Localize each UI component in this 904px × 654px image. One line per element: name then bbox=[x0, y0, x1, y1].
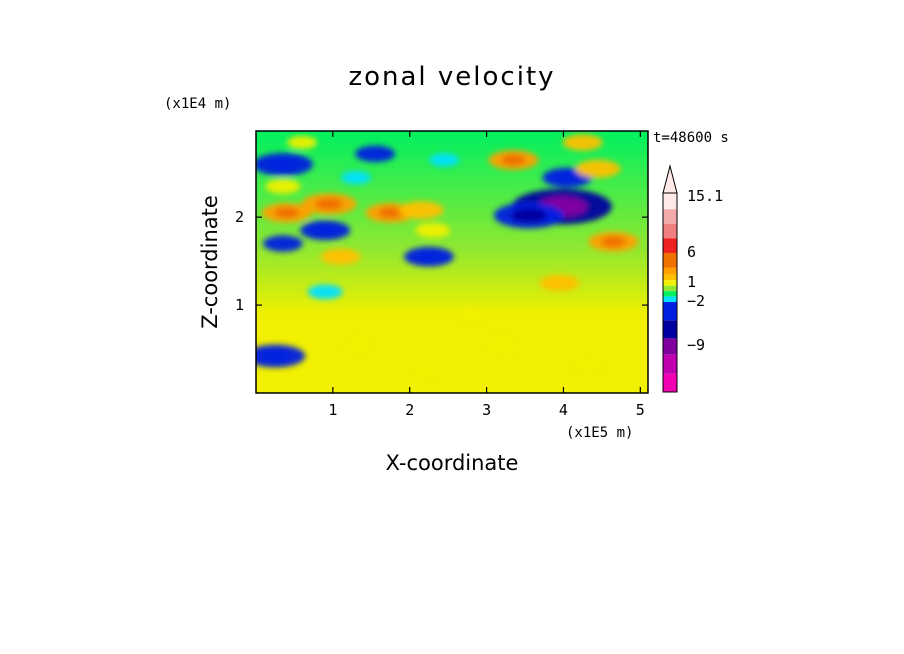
colorbar-labels: 15.1 6 1−2 −9 bbox=[687, 187, 723, 354]
x-tick-label: 2 bbox=[405, 401, 414, 419]
colorbar-box bbox=[663, 354, 677, 374]
colorbar-box bbox=[663, 285, 677, 292]
colorbar: 15.1 6 1−2 −9 bbox=[662, 164, 723, 393]
x-ticks: 1 2 3 4 5 bbox=[328, 131, 645, 419]
colorbar-box bbox=[663, 267, 677, 275]
colorbar-max-arrow bbox=[662, 164, 678, 194]
field-feature bbox=[347, 338, 373, 351]
y-axis-title: Z-coordinate bbox=[198, 195, 222, 329]
field-feature bbox=[265, 178, 301, 194]
field-feature bbox=[262, 235, 303, 252]
colorbar-label: 15.1 bbox=[687, 187, 723, 205]
colorbar-frame bbox=[662, 192, 678, 393]
x-axis-title: X-coordinate bbox=[386, 451, 519, 475]
colorbar-box bbox=[663, 252, 677, 268]
y-tick-label: 2 bbox=[235, 208, 244, 226]
x-tick-label: 3 bbox=[482, 401, 491, 419]
field-feature-core bbox=[378, 207, 404, 219]
colorbar-box bbox=[663, 338, 677, 355]
field-feature-core bbox=[260, 349, 291, 363]
y-tick-label: 1 bbox=[235, 296, 244, 314]
colorbar-box bbox=[663, 302, 677, 321]
field-feature bbox=[575, 159, 621, 178]
field-feature bbox=[456, 307, 487, 321]
colorbar-box bbox=[663, 280, 677, 286]
field-feature-core bbox=[274, 207, 300, 219]
field-feature bbox=[488, 338, 515, 351]
colorbar-boxes bbox=[663, 193, 677, 392]
field-feature-core bbox=[267, 158, 298, 171]
velocity-field bbox=[256, 134, 639, 377]
y-unit-label: (x1E4 m) bbox=[164, 96, 231, 112]
colorbar-box bbox=[663, 291, 677, 297]
field-feature bbox=[415, 222, 451, 238]
field-feature-core bbox=[500, 154, 526, 166]
time-label: t=48600 s bbox=[653, 130, 729, 146]
field-feature-core bbox=[416, 251, 442, 263]
y-ticks: 12 bbox=[235, 208, 648, 314]
field-feature bbox=[562, 134, 603, 151]
colorbar-box bbox=[663, 193, 677, 210]
x-unit-label: (x1E5 m) bbox=[566, 425, 633, 441]
field-feature-core bbox=[600, 236, 626, 248]
field-feature bbox=[398, 201, 444, 220]
field-feature-core bbox=[511, 208, 547, 223]
chart-title: zonal velocity bbox=[348, 62, 555, 92]
field-feature-core bbox=[312, 224, 338, 236]
colorbar-label: −9 bbox=[687, 336, 705, 354]
colorbar-box bbox=[663, 209, 677, 224]
plot-frame bbox=[255, 130, 649, 394]
colorbar-box bbox=[663, 373, 677, 392]
field-feature bbox=[412, 365, 438, 377]
colorbar-box bbox=[663, 223, 677, 239]
field-feature-core bbox=[315, 198, 343, 210]
x-tick-label: 4 bbox=[559, 401, 568, 419]
colorbar-box bbox=[663, 296, 677, 303]
x-tick-label: 1 bbox=[328, 401, 337, 419]
field-feature bbox=[575, 355, 606, 369]
colorbar-label: 6 bbox=[687, 243, 696, 261]
field-feature bbox=[539, 274, 580, 292]
colorbar-box bbox=[663, 238, 677, 253]
colorbar-label: −2 bbox=[687, 292, 705, 310]
field-feature bbox=[355, 145, 396, 163]
field-feature bbox=[429, 153, 460, 167]
field-feature bbox=[287, 135, 318, 150]
field-feature bbox=[320, 248, 361, 265]
x-tick-label: 5 bbox=[636, 401, 645, 419]
colorbar-box bbox=[663, 274, 677, 281]
colorbar-label: 1 bbox=[687, 273, 696, 291]
field-feature bbox=[307, 284, 343, 300]
colorbar-box bbox=[663, 320, 677, 339]
field-feature-core bbox=[554, 172, 580, 183]
field-feature bbox=[340, 170, 371, 185]
